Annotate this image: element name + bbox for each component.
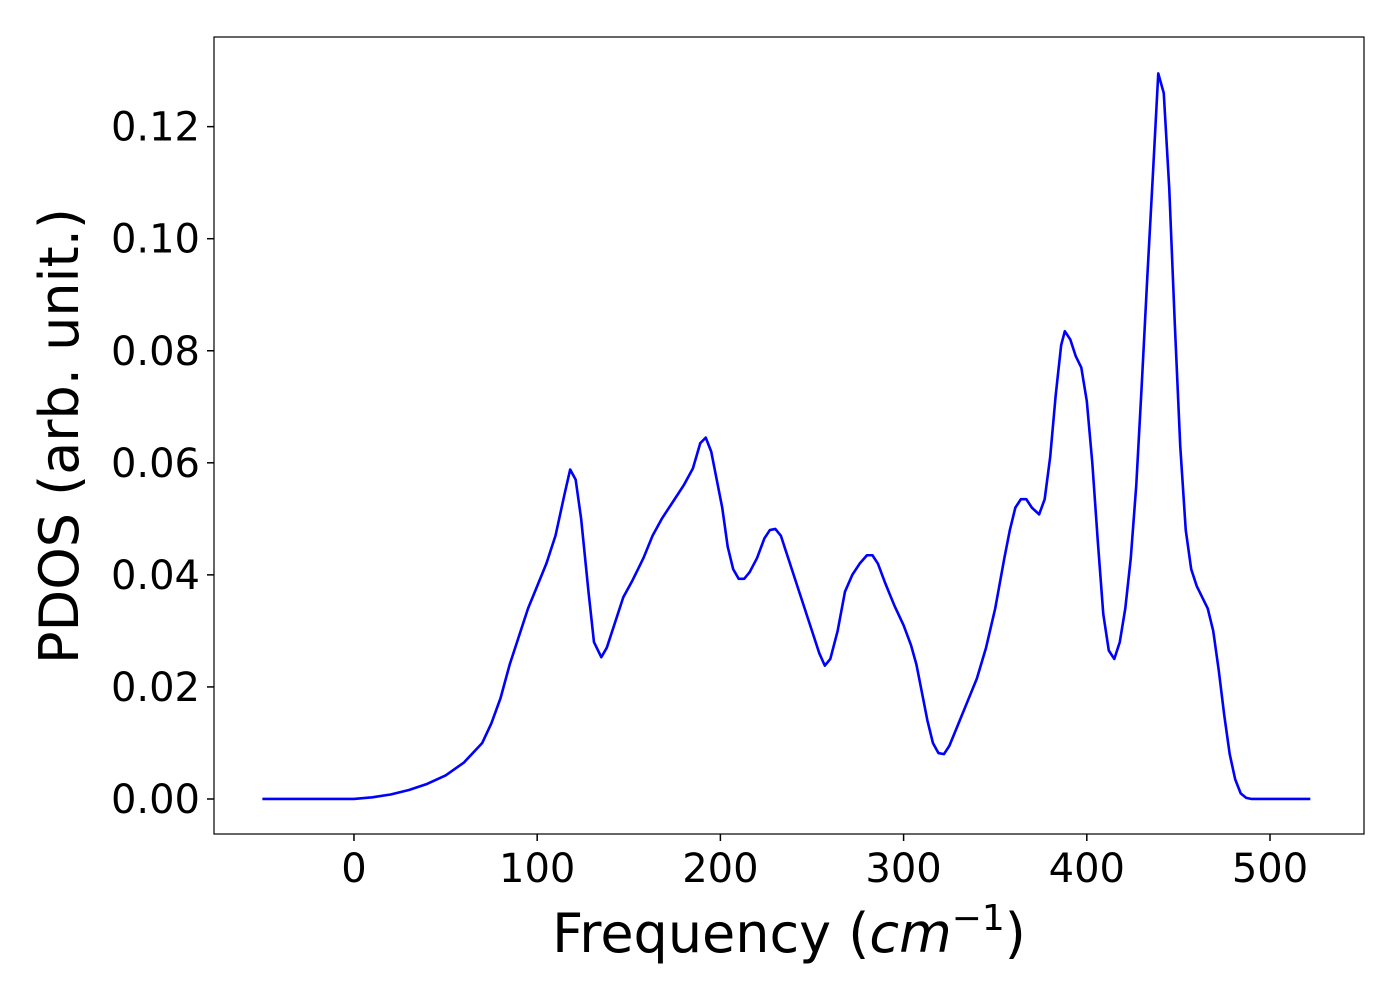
plot-frame xyxy=(213,36,1365,835)
x-tick-label: 200 xyxy=(682,846,758,892)
data-line xyxy=(262,72,1311,801)
x-tick-label: 300 xyxy=(865,846,941,892)
x-label-part: Frequency ( xyxy=(552,902,869,965)
x-tick-label: 500 xyxy=(1232,846,1308,892)
y-tick-label: 0.04 xyxy=(111,553,200,599)
x-label-part: cm xyxy=(869,902,951,965)
y-tick-label: 0.12 xyxy=(111,105,200,151)
y-tick-label: 0.06 xyxy=(111,441,200,487)
x-label-part: ) xyxy=(1005,902,1026,965)
y-tick-label: 0.08 xyxy=(111,329,200,375)
y-axis-label: PDOS (arb. unit.) xyxy=(28,208,91,664)
x-tick-label: 0 xyxy=(341,846,366,892)
x-tick-label: 400 xyxy=(1049,846,1125,892)
y-tick-label: 0.00 xyxy=(111,777,200,823)
x-axis-label: Frequency (cm−1) xyxy=(552,898,1026,965)
x-tick-label: 100 xyxy=(499,846,575,892)
x-label-part: −1 xyxy=(952,898,1005,939)
y-tick-label: 0.10 xyxy=(111,217,200,263)
y-tick-label: 0.02 xyxy=(111,665,200,711)
